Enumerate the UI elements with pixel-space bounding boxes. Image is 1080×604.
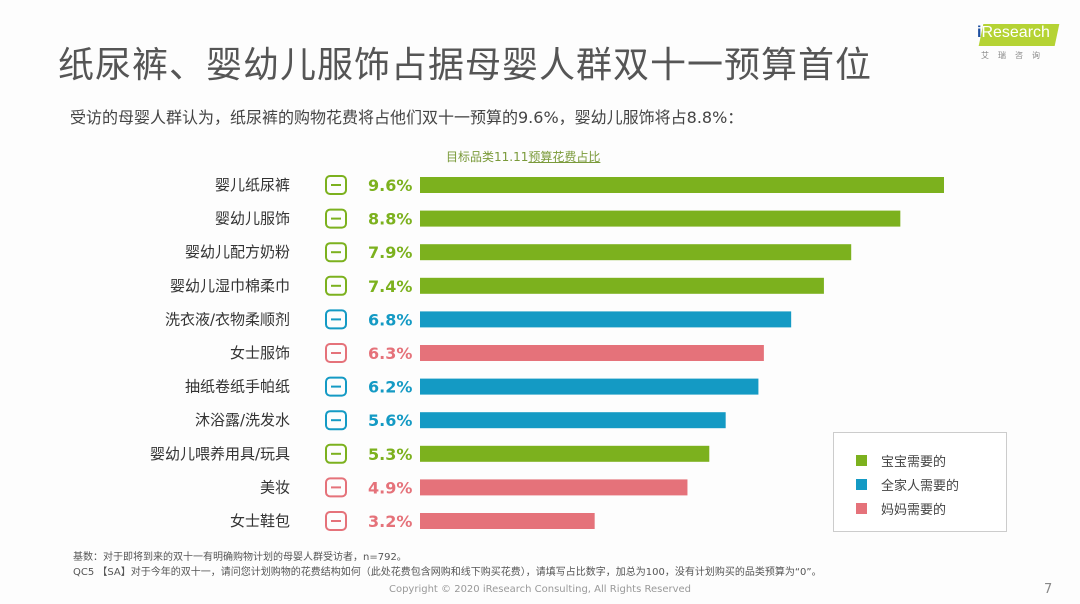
legend-label: 妈妈需要的 <box>881 503 947 518</box>
subtitle: 受访的母婴人群认为，纸尿裤的购物花费将占他们双十一预算的9.6%，婴幼儿服饰将占… <box>70 108 744 127</box>
detergent-icon <box>325 309 347 330</box>
legend-label: 全家人需要的 <box>881 479 960 494</box>
lipstick-icon <box>325 477 347 498</box>
value-label: 5.3% <box>368 445 412 464</box>
legend-swatch <box>856 479 867 490</box>
bar <box>420 479 688 496</box>
chart-title: 目标品类11.11预算花费占比 <box>446 148 600 165</box>
category-label: 女士鞋包 <box>230 512 290 530</box>
shampoo-bottle-icon <box>325 410 347 431</box>
bar <box>420 177 944 193</box>
note-question: QC5 【SA】对于今年的双十一，请问您计划购物的花费结构如何（此处花费包含网购… <box>73 567 822 578</box>
legend-label: 宝宝需要的 <box>881 455 947 470</box>
legend-item-baby: 宝宝需要的 <box>856 451 946 470</box>
legend-item-mom: 妈妈需要的 <box>856 499 946 518</box>
category-label: 女士服饰 <box>230 344 290 362</box>
bar <box>420 378 759 395</box>
baby-clothes-icon <box>325 208 347 229</box>
bar <box>420 210 901 227</box>
value-label: 6.8% <box>368 310 412 329</box>
bar <box>420 311 792 328</box>
chart-title-prefix: 目标品类11.11 <box>446 150 529 164</box>
category-label: 婴儿纸尿裤 <box>215 176 290 194</box>
category-label: 婴幼儿湿巾棉柔巾 <box>170 277 290 295</box>
value-label: 8.8% <box>368 210 412 229</box>
value-label: 7.9% <box>368 243 412 262</box>
iresearch-logo: iResearch 艾瑞咨询 <box>975 22 1060 66</box>
high-heel-icon <box>325 511 347 531</box>
category-label: 婴幼儿喂养用具/玩具 <box>150 445 290 463</box>
baby-mobile-icon <box>325 443 347 464</box>
category-label: 沐浴露/洗发水 <box>195 411 290 429</box>
value-label: 5.6% <box>368 411 412 430</box>
category-label: 婴幼儿服饰 <box>215 210 290 228</box>
legend-item-family: 全家人需要的 <box>856 475 959 494</box>
legend-swatch <box>856 455 867 466</box>
footnotes: 基数：对于即将到来的双十一有明确购物计划的母婴人群受访者，n=792。 QC5 … <box>73 550 822 580</box>
chart-title-underlined: 预算花费占比 <box>528 150 601 164</box>
dress-icon <box>325 343 347 363</box>
tissue-icon <box>325 376 347 397</box>
page-title: 纸尿裤、婴幼儿服饰占据母婴人群双十一预算首位 <box>58 45 873 86</box>
value-label: 7.4% <box>368 277 412 296</box>
copyright: Copyright © 2020 iResearch Consulting, A… <box>388 584 692 595</box>
value-label: 6.2% <box>368 378 412 397</box>
value-label: 3.2% <box>368 512 412 531</box>
formula-jar-icon <box>325 242 347 263</box>
category-label: 洗衣液/衣物柔顺剂 <box>165 310 290 328</box>
bar <box>420 277 824 294</box>
value-label: 9.6% <box>368 176 412 195</box>
bar <box>420 412 726 429</box>
note-base: 基数：对于即将到来的双十一有明确购物计划的母婴人群受访者，n=792。 <box>73 552 407 563</box>
diaper-icon <box>325 175 347 195</box>
legend: 宝宝需要的 全家人需要的 妈妈需要的 <box>833 432 1007 532</box>
legend-swatch <box>856 503 867 514</box>
category-label: 抽纸卷纸手帕纸 <box>185 378 290 396</box>
bar <box>420 345 764 361</box>
bar <box>420 513 595 529</box>
value-label: 6.3% <box>368 344 412 363</box>
page-number: 7 <box>1044 582 1053 597</box>
value-label: 4.9% <box>368 478 412 497</box>
bar <box>420 244 852 261</box>
bar <box>420 445 710 462</box>
category-label: 美妆 <box>260 478 290 496</box>
wipes-layers-icon <box>325 275 347 296</box>
category-label: 婴幼儿配方奶粉 <box>185 243 290 261</box>
